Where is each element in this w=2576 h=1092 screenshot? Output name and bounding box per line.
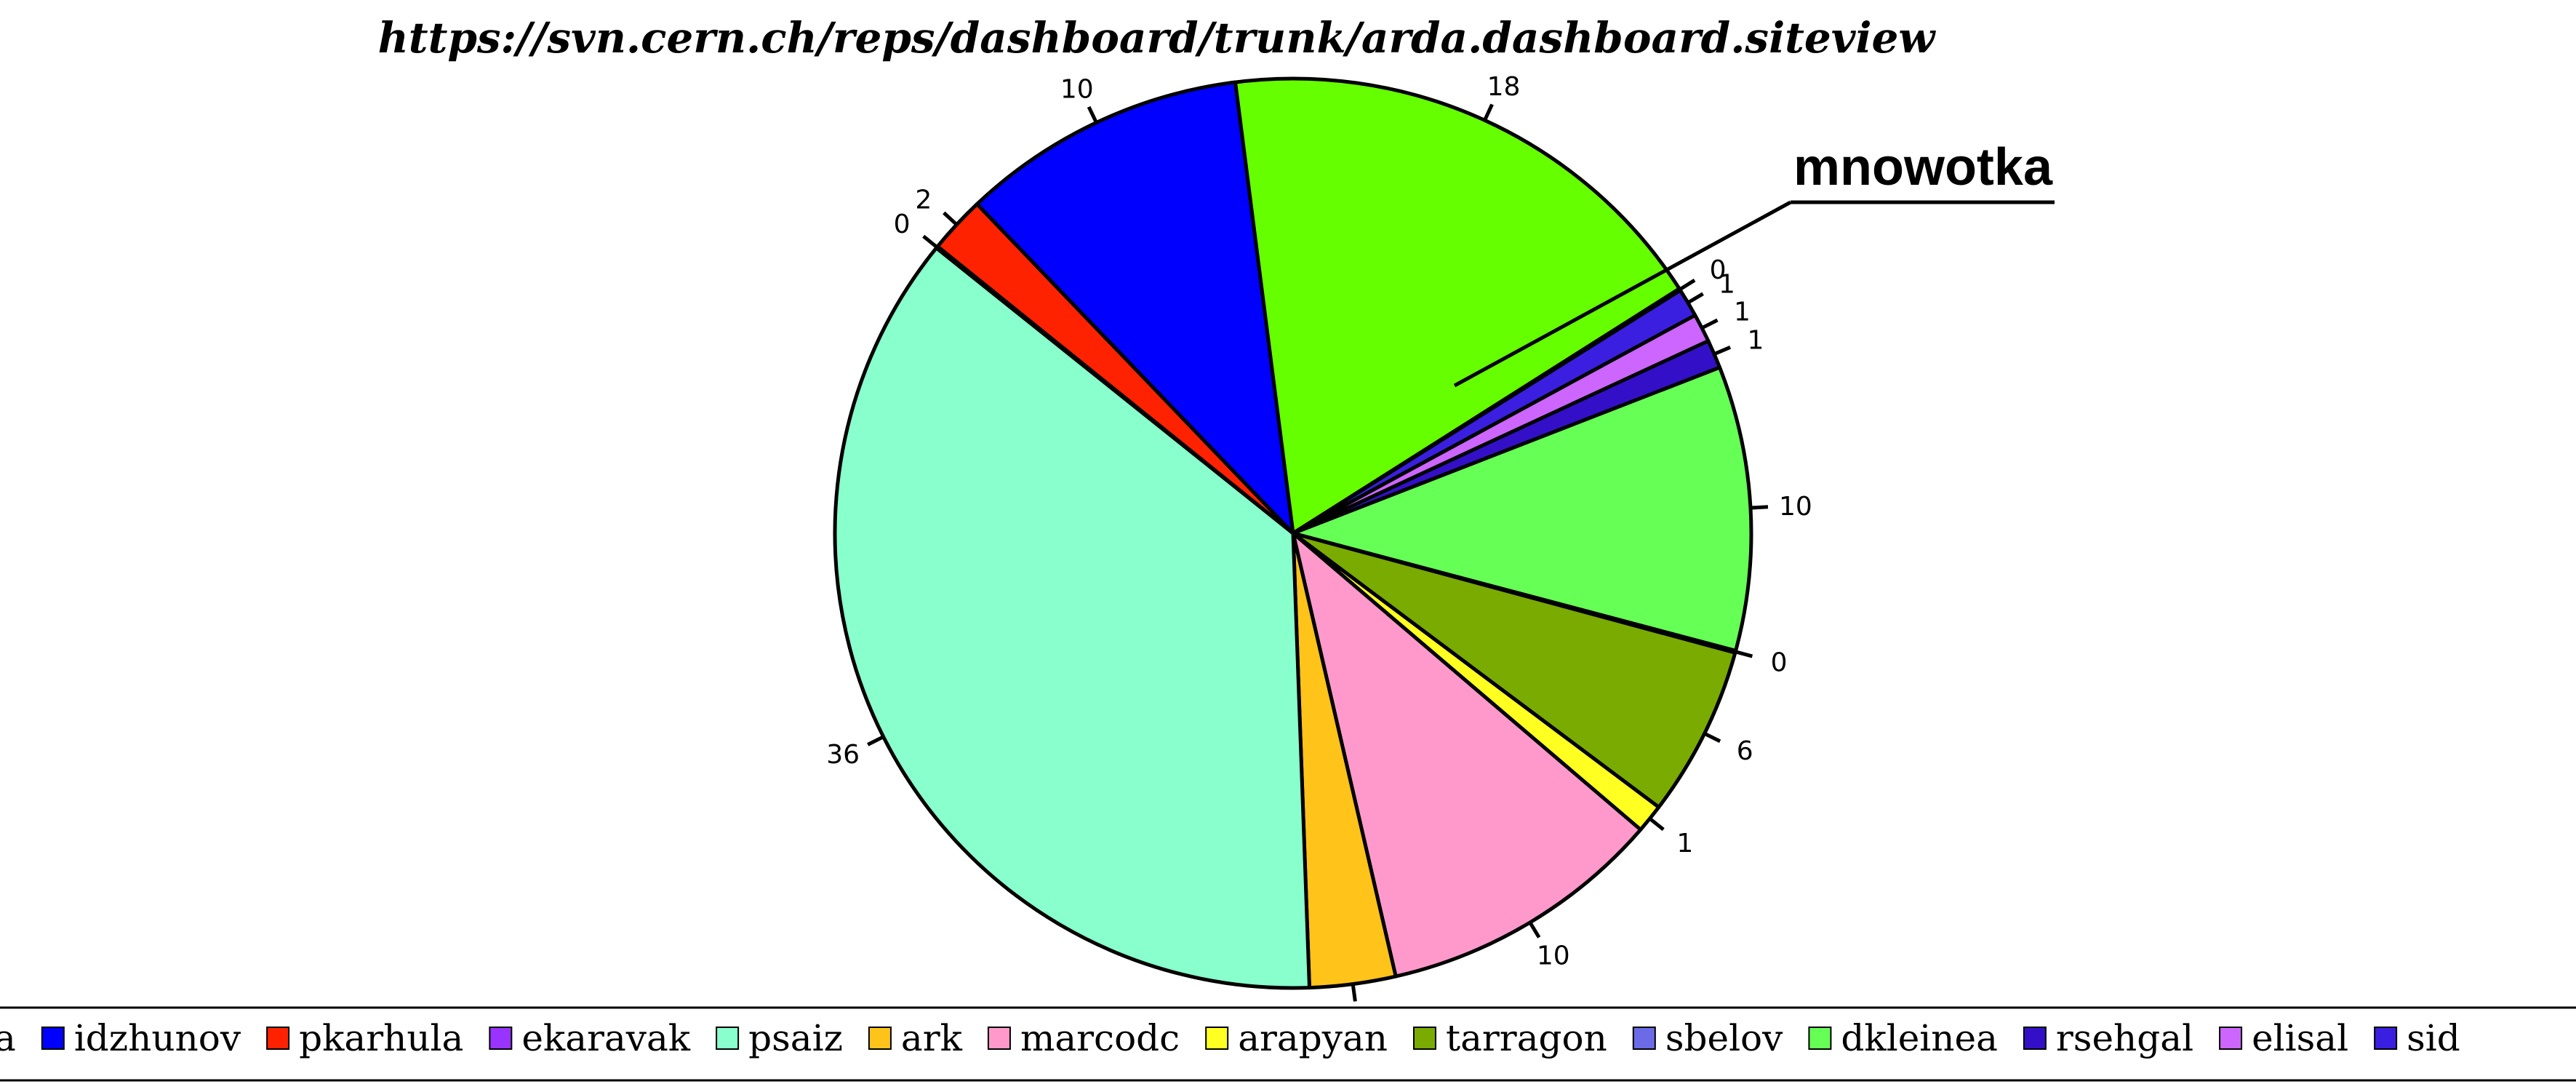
value-label: 18: [1487, 72, 1521, 102]
label-tick: [1528, 921, 1541, 938]
legend-label: arapyan: [1238, 1017, 1388, 1059]
legend-label: pkarhula: [299, 1017, 463, 1059]
legend-label: sid: [2407, 1017, 2460, 1059]
label-tick: [1713, 345, 1732, 356]
legend-item: pkarhula: [266, 1017, 463, 1059]
legend-swatch: [1808, 1027, 1832, 1050]
value-label: 1: [1748, 325, 1764, 355]
legend-item: ark: [868, 1017, 963, 1059]
legend-item: arapyan: [1205, 1017, 1388, 1059]
legend-swatch: [41, 1027, 65, 1050]
value-label: 2: [915, 186, 932, 215]
value-label: 1: [1734, 297, 1751, 327]
legend-box: [0, 1006, 2576, 1082]
label-tick: [1700, 318, 1719, 330]
legend-item: dkleinea: [1808, 1017, 1998, 1059]
value-label: 1: [1719, 270, 1735, 300]
value-label: 0: [1710, 255, 1727, 285]
value-label: 36: [826, 740, 860, 770]
label-tick: [1483, 103, 1494, 121]
legend-swatch: [2023, 1027, 2047, 1050]
label-tick: [1351, 984, 1357, 1002]
legend-item: idzhunov: [41, 1017, 241, 1059]
annotation-label: mnowotka: [1793, 138, 2053, 196]
legend-swatch: [716, 1027, 740, 1050]
value-label: 10: [1537, 941, 1570, 971]
legend-swatch: [2374, 1027, 2398, 1050]
label-tick: [1735, 650, 1753, 658]
legend-item: rsehgal: [2023, 1017, 2193, 1059]
legend-label: dkleinea: [1841, 1017, 1997, 1059]
annotation-leader-line: [1453, 200, 1792, 388]
legend-item: sbelov: [1632, 1017, 1783, 1059]
legend-label: rsehgal: [2056, 1017, 2193, 1059]
legend-label: ark: [901, 1017, 963, 1059]
legend-item: tarragon: [1412, 1017, 1607, 1059]
pie-slice-tarragon: [1291, 531, 1737, 809]
legend-item: a: [0, 1017, 16, 1059]
legend-item: elisal: [2219, 1017, 2348, 1059]
label-tick: [1703, 732, 1721, 744]
legend-swatch: [1632, 1027, 1656, 1050]
value-label: 0: [894, 210, 911, 239]
legend-swatch: [266, 1027, 290, 1050]
legend-label: psaiz: [748, 1017, 843, 1059]
label-tick: [943, 211, 959, 226]
legend-label: sbelov: [1665, 1017, 1783, 1059]
value-label: 1: [1676, 829, 1693, 858]
value-label: 6: [1737, 736, 1753, 766]
pie-slice-psaiz: [833, 246, 1311, 990]
label-tick: [922, 234, 938, 249]
label-tick: [867, 735, 884, 746]
chart-title: https://svn.cern.ch/reps/dashboard/trunk…: [378, 13, 1937, 63]
label-tick: [1750, 505, 1769, 510]
legend-swatch: [1412, 1027, 1436, 1050]
legend-label: ekaravak: [521, 1017, 690, 1059]
label-tick: [1687, 292, 1704, 305]
legend-swatch: [987, 1027, 1011, 1050]
legend-item: psaiz: [716, 1017, 843, 1059]
annotation: mnowotka: [1453, 138, 2055, 388]
legend-swatch: [2219, 1027, 2243, 1050]
pie-label-ticks: [867, 103, 1769, 1002]
legend-label: elisal: [2252, 1017, 2348, 1059]
value-label: 10: [1779, 492, 1812, 522]
label-tick: [1087, 105, 1098, 124]
legend-swatch: [868, 1027, 892, 1050]
label-tick: [1648, 817, 1665, 832]
pie-slice-marcodc: [1291, 531, 1643, 979]
legend: a idzhunov pkarhula ekaravak psaiz ark marcodc…: [0, 1006, 2576, 1082]
value-label: 10: [1060, 75, 1094, 105]
legend-item: sid: [2374, 1017, 2460, 1059]
legend-swatch: [1205, 1027, 1229, 1050]
pie-slice-mnowotka: [1227, 76, 1681, 535]
pie-slices: [833, 76, 1753, 990]
legend-item: ekaravak: [489, 1017, 691, 1059]
legend-item: marcodc: [987, 1017, 1180, 1059]
legend-label: a: [0, 1017, 16, 1059]
label-tick: [1679, 278, 1696, 292]
legend-label: idzhunov: [74, 1017, 241, 1059]
value-label: 0: [1771, 647, 1788, 677]
legend-swatch: [489, 1027, 513, 1050]
legend-label: tarragon: [1446, 1017, 1607, 1059]
legend-label: marcodc: [1020, 1017, 1180, 1059]
